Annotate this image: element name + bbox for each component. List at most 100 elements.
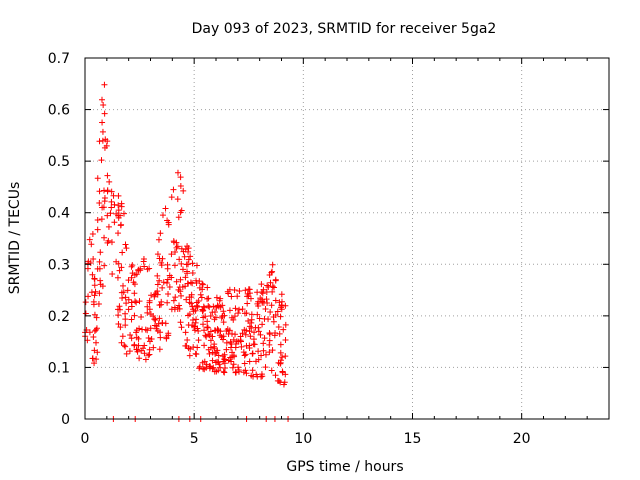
data-point [235, 338, 242, 345]
data-point [178, 260, 185, 267]
data-point [199, 280, 206, 287]
data-point [171, 304, 178, 311]
data-point [272, 372, 279, 379]
data-point [251, 329, 258, 336]
data-point [164, 261, 171, 268]
data-point [223, 339, 230, 346]
data-point [108, 198, 115, 205]
data-point [91, 292, 98, 299]
y-tick-label: 0.3 [48, 257, 70, 273]
data-point [225, 331, 232, 338]
data-point [244, 300, 251, 307]
data-point [91, 276, 98, 283]
data-point [133, 329, 140, 336]
data-point [187, 279, 194, 286]
data-point [216, 361, 223, 368]
data-point [108, 204, 115, 211]
data-point [114, 306, 121, 313]
data-point [89, 271, 96, 278]
data-point [199, 308, 206, 315]
data-point [220, 368, 227, 375]
data-point [176, 302, 183, 309]
data-point [266, 331, 273, 338]
data-point [263, 296, 270, 303]
data-point [219, 313, 226, 320]
data-point [127, 331, 134, 338]
data-point [90, 333, 97, 340]
data-point [174, 196, 181, 203]
data-point [99, 128, 106, 135]
data-point [211, 309, 218, 316]
data-point [111, 219, 118, 226]
data-point [268, 302, 275, 309]
data-point [159, 320, 166, 327]
data-point [190, 344, 197, 351]
data-point [178, 292, 185, 299]
data-point [133, 334, 140, 341]
data-point [210, 303, 217, 310]
data-point [152, 317, 159, 324]
data-point [109, 270, 116, 277]
data-point [93, 314, 100, 321]
data-point [195, 328, 202, 335]
data-point [101, 234, 108, 241]
data-point [242, 287, 249, 294]
data-point [199, 286, 206, 293]
data-point [115, 260, 122, 267]
data-point [221, 360, 228, 367]
y-tick-label: 0.1 [48, 360, 70, 376]
data-point [277, 313, 284, 320]
data-point [133, 346, 140, 353]
data-point [98, 157, 105, 164]
y-tick-label: 0.5 [48, 154, 70, 170]
data-point [209, 357, 216, 364]
data-point [184, 270, 191, 277]
data-point [120, 282, 127, 289]
data-point [122, 294, 129, 301]
data-point [269, 268, 276, 275]
data-point [179, 266, 186, 273]
data-point [185, 312, 192, 319]
data-point [118, 339, 125, 346]
data-point [142, 326, 149, 333]
data-point [200, 303, 207, 310]
data-point [200, 321, 207, 328]
data-point [246, 328, 253, 335]
data-point [122, 322, 129, 329]
data-point [207, 337, 214, 344]
data-point [101, 110, 108, 117]
data-point [264, 282, 271, 289]
data-point [246, 345, 253, 352]
data-point [210, 364, 217, 371]
data-point [170, 238, 177, 245]
data-point [115, 320, 122, 327]
data-point [84, 265, 91, 272]
data-point [259, 298, 266, 305]
data-point [197, 291, 204, 298]
data-point [212, 314, 219, 321]
data-point [135, 266, 142, 273]
data-point [243, 342, 250, 349]
data-point [128, 316, 135, 323]
data-point [238, 343, 245, 350]
data-point [128, 335, 135, 342]
data-point [119, 295, 126, 302]
data-point [278, 291, 285, 298]
data-point [242, 351, 249, 358]
data-point [280, 326, 287, 333]
data-point [159, 284, 166, 291]
data-point [178, 207, 185, 214]
data-point [204, 318, 211, 325]
data-point [188, 300, 195, 307]
data-point [140, 258, 147, 265]
data-points [82, 81, 289, 388]
data-point [128, 303, 135, 310]
data-point [144, 309, 151, 316]
data-point [145, 352, 152, 359]
data-point [157, 329, 164, 336]
data-point [129, 262, 136, 269]
data-point [202, 313, 209, 320]
data-point [282, 371, 289, 378]
data-point [170, 186, 177, 193]
data-point [106, 178, 113, 185]
